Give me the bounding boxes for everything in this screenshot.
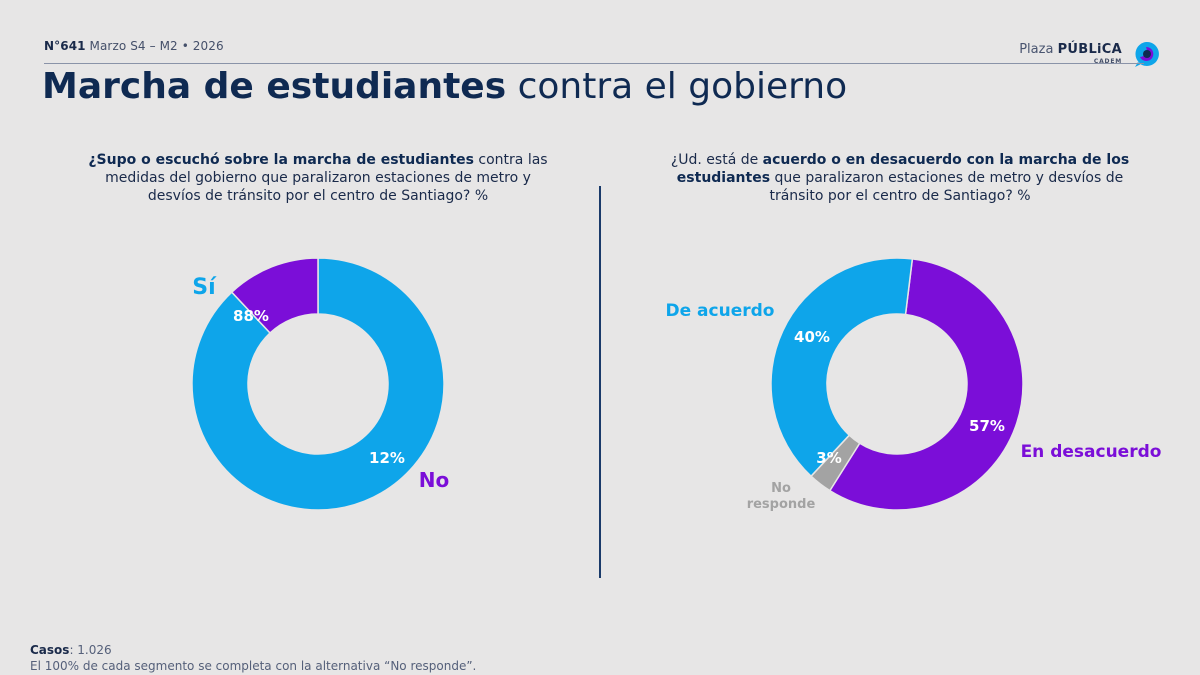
category-label: De acuerdo xyxy=(666,301,775,321)
cases-value: : 1.026 xyxy=(69,643,112,657)
value-label: 88% xyxy=(233,307,269,325)
brand-subtitle: CADEM xyxy=(1093,58,1122,65)
page-title: Marcha de estudiantes contra el gobierno xyxy=(42,66,847,107)
center-divider xyxy=(599,186,601,578)
brand-name-light: Plaza xyxy=(1019,42,1058,57)
cases-label: Casos xyxy=(30,643,70,657)
brand-name-bold: PÚBLiCA xyxy=(1057,42,1122,57)
question-right-pre: ¿Ud. está de xyxy=(670,152,763,168)
question-left-bold: ¿Supo o escuchó sobre la marcha de estud… xyxy=(88,152,474,168)
question-left: ¿Supo o escuchó sobre la marcha de estud… xyxy=(80,151,556,205)
speech-bubble-logo-icon xyxy=(1135,41,1159,67)
question-right-rest: que paralizaron estaciones de metro y de… xyxy=(769,170,1124,204)
issue-date: Marzo S4 – M2 • 2026 xyxy=(89,39,224,53)
header-divider xyxy=(44,63,1144,64)
page-title-rest: contra el gobierno xyxy=(506,66,848,107)
donut-slice-sí xyxy=(191,257,445,511)
category-label: Sí xyxy=(192,275,217,300)
cases-line: Casos: 1.026 xyxy=(30,642,476,658)
issue-number: N°641 xyxy=(44,39,86,53)
value-label: 12% xyxy=(369,449,405,467)
value-label: 40% xyxy=(794,328,830,346)
donut-slice-en-desacuerdo xyxy=(828,258,1024,511)
donut-slice-de-acuerdo xyxy=(770,257,914,478)
footer-note: El 100% de cada segmento se completa con… xyxy=(30,659,477,673)
category-label: No responde xyxy=(747,481,816,512)
category-label: No xyxy=(419,468,449,492)
donut-slice-no xyxy=(230,257,319,335)
issue-date-line: N°641 Marzo S4 – M2 • 2026 xyxy=(44,39,224,53)
value-label: 57% xyxy=(969,417,1005,435)
category-label: En desacuerdo xyxy=(1021,442,1162,462)
page-title-strong: Marcha de estudiantes xyxy=(42,66,507,107)
question-right: ¿Ud. está de acuerdo o en desacuerdo con… xyxy=(662,151,1138,205)
value-label: 3% xyxy=(816,449,841,467)
brand-logo: Plaza PÚBLiCA CADEM xyxy=(1019,40,1162,70)
footer: Casos: 1.026 El 100% de cada segmento se… xyxy=(30,642,476,674)
question-left-rest: contra las medidas del gobierno que para… xyxy=(105,152,548,204)
question-right-bold: acuerdo o en desacuerdo con la marcha de… xyxy=(676,152,1130,186)
brand-name: Plaza PÚBLiCA xyxy=(1019,42,1122,57)
